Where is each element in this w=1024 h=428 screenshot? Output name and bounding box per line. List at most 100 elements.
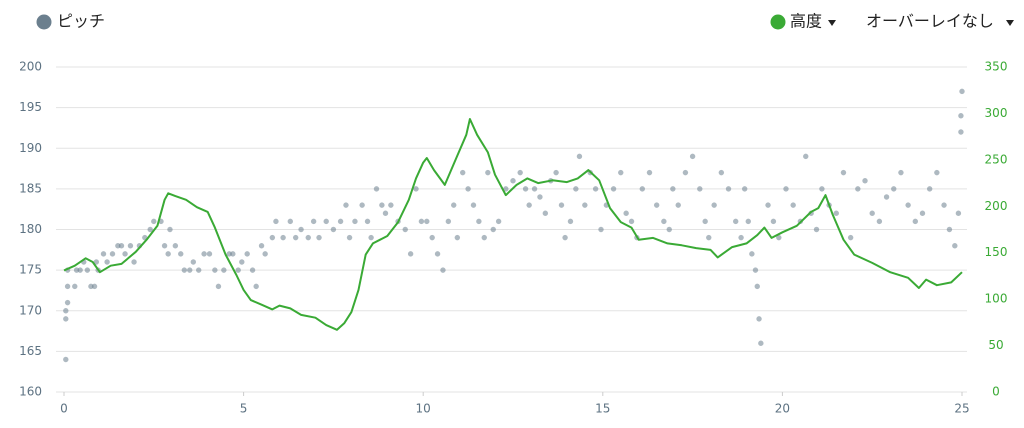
- pitch-point: [91, 283, 98, 290]
- y-tick-label: 170: [19, 303, 42, 317]
- pitch-point: [558, 202, 565, 208]
- pitch-point: [531, 186, 538, 192]
- pitch-point: [503, 186, 509, 192]
- y-tick-label: 185: [19, 181, 42, 195]
- pitch-point: [343, 202, 349, 208]
- overlay-dropdown[interactable]: オーバーレイなし: [866, 12, 1014, 31]
- overlay-label: オーバーレイなし: [866, 12, 994, 31]
- pitch-point: [833, 210, 839, 216]
- pitch-point: [402, 226, 408, 233]
- pitch-point: [127, 243, 134, 249]
- pitch-point: [576, 153, 583, 160]
- pitch-point: [517, 169, 523, 176]
- pitch-point: [898, 169, 904, 176]
- pitch-point: [749, 251, 755, 257]
- pitch-point: [352, 218, 358, 225]
- pitch-point: [323, 218, 329, 225]
- pitch-point: [537, 194, 543, 200]
- y-tick-label: 190: [19, 141, 42, 155]
- pitch-point: [63, 356, 69, 363]
- y2-tick-label: 50: [988, 338, 1003, 352]
- pitch-point: [388, 202, 394, 208]
- pitch-point: [373, 186, 380, 192]
- pitch-point: [165, 251, 171, 257]
- pitch-point: [754, 283, 760, 290]
- pitch-point: [100, 251, 107, 257]
- x-tick-label: 20: [775, 402, 790, 416]
- pitch-point: [249, 267, 256, 273]
- pitch-point: [952, 243, 958, 249]
- pitch-point: [201, 251, 207, 257]
- x-tick-label: 10: [416, 402, 431, 416]
- pitch-point: [958, 113, 964, 119]
- pitch-point: [77, 267, 83, 273]
- y2-tick-label: 100: [985, 292, 1008, 306]
- y-tick-label: 195: [19, 100, 42, 114]
- dropdown-arrow: [1006, 20, 1014, 26]
- y-tick-label: 160: [19, 385, 42, 399]
- y2-tick-label: 300: [985, 106, 1008, 120]
- legend-elevation[interactable]: 高度: [770, 12, 837, 31]
- pitch-point: [84, 267, 91, 273]
- pitch-point: [776, 234, 782, 241]
- pitch-point: [131, 259, 137, 265]
- pitch-point: [855, 186, 861, 192]
- pitch-point: [959, 88, 965, 95]
- y2-tick-label: 200: [985, 199, 1008, 213]
- pitch-point: [562, 234, 568, 241]
- pitch-point: [445, 218, 452, 225]
- pitch-point: [495, 218, 502, 225]
- pitch-point: [553, 169, 559, 176]
- pitch-point: [221, 267, 227, 273]
- pitch-point: [741, 186, 748, 192]
- y-tick-label: 175: [19, 263, 42, 277]
- pitch-point: [63, 308, 69, 314]
- x-tick-label: 15: [595, 402, 610, 416]
- legend-pitch[interactable]: ピッチ: [36, 12, 106, 31]
- pitch-point: [178, 251, 184, 257]
- pitch-point: [93, 259, 100, 265]
- pitch-point: [118, 243, 125, 249]
- pitch-point: [869, 210, 875, 216]
- pitch-point: [379, 202, 385, 208]
- pitch-point: [733, 218, 739, 225]
- pitch-point: [490, 226, 496, 233]
- pitch-point: [470, 202, 477, 208]
- pitch-point: [661, 218, 667, 225]
- elevation-line: [63, 118, 963, 331]
- pitch-point: [934, 169, 940, 176]
- pitch-point: [840, 169, 847, 176]
- pitch-points: [63, 88, 965, 363]
- pitch-point: [711, 202, 717, 208]
- pitch-point: [706, 234, 712, 241]
- pitch-point: [253, 283, 259, 290]
- pitch-point: [955, 210, 962, 216]
- pitch-point: [298, 226, 304, 233]
- pitch-point: [364, 218, 371, 225]
- pitch-point: [765, 202, 771, 208]
- pitch-point: [919, 210, 926, 216]
- pitch-point: [424, 218, 430, 225]
- pitch-point: [382, 210, 389, 216]
- pitch-point: [63, 316, 69, 322]
- pitch-point: [876, 218, 883, 225]
- pitch-point: [64, 283, 71, 290]
- pitch-point: [623, 210, 629, 216]
- pitch-point: [670, 186, 676, 192]
- legend-marker: [770, 14, 786, 30]
- y2-tick-label: 250: [985, 152, 1008, 166]
- pitch-point: [262, 251, 268, 257]
- x-tick-label: 0: [60, 402, 68, 416]
- pitch-point: [573, 186, 579, 192]
- x-tick-label: 25: [954, 402, 969, 416]
- pitch-point: [485, 169, 491, 176]
- pitch-point: [258, 243, 265, 249]
- y2-tick-label: 150: [985, 245, 1008, 259]
- y2-tick-label: 350: [985, 60, 1008, 74]
- pitch-point: [273, 218, 279, 225]
- pitch-point: [434, 251, 441, 257]
- pitch-point: [689, 153, 696, 160]
- pitch-point: [235, 267, 241, 273]
- pitch-point: [697, 186, 703, 192]
- pitch-point: [522, 186, 529, 192]
